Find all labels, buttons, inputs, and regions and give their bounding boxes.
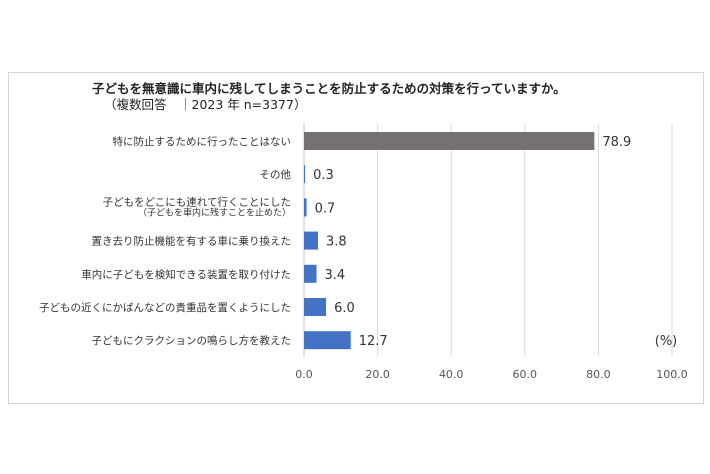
x-tick-label: 40.0 bbox=[439, 368, 464, 381]
x-tick-label: 100.0 bbox=[656, 368, 688, 381]
category-label: 子どもの近くにかばんなどの貴重品を置くようにした bbox=[39, 301, 291, 314]
category-label: 特に防止するために行ったことはない bbox=[113, 135, 292, 148]
chart-title: 子どもを無意識に車内に残してしまうことを防止するための対策を行っていますか。 bbox=[92, 81, 566, 96]
category-label: 置き去り防止機能を有する車に乗り換えた bbox=[92, 235, 292, 248]
value-label: 0.7 bbox=[315, 201, 336, 216]
value-label: 12.7 bbox=[359, 334, 388, 349]
chart-subtitle: （複数回答 ｜2023 年 n=3377） bbox=[104, 97, 307, 112]
x-tick-label: 60.0 bbox=[513, 368, 538, 381]
chart-frame bbox=[8, 72, 704, 404]
x-tick-label: 0.0 bbox=[295, 368, 313, 381]
bar bbox=[304, 331, 351, 350]
x-tick-label: 80.0 bbox=[586, 368, 611, 381]
bar bbox=[304, 231, 318, 250]
bar bbox=[304, 165, 306, 184]
category-label: その他 bbox=[260, 168, 292, 181]
value-label: 3.8 bbox=[326, 235, 347, 250]
bar bbox=[304, 264, 317, 283]
value-label: 3.4 bbox=[325, 268, 346, 283]
category-label: 車内に子どもを検知できる装置を取り付けた bbox=[81, 268, 291, 281]
value-label: 6.0 bbox=[334, 301, 355, 316]
bar bbox=[304, 198, 307, 217]
value-label: 0.3 bbox=[313, 168, 334, 183]
category-note: （子どもを車内に残すことを止めた） bbox=[138, 206, 291, 218]
bar bbox=[304, 132, 595, 150]
x-tick-label: 20.0 bbox=[365, 368, 390, 381]
category-label: 子どもにクラクションの鳴らし方を教えた bbox=[92, 334, 292, 347]
bar bbox=[304, 298, 327, 316]
category-label: 子どもをどこにも連れて行くことにした bbox=[103, 195, 291, 208]
unit-label: (%) bbox=[655, 334, 678, 349]
value-label: 78.9 bbox=[602, 135, 631, 150]
